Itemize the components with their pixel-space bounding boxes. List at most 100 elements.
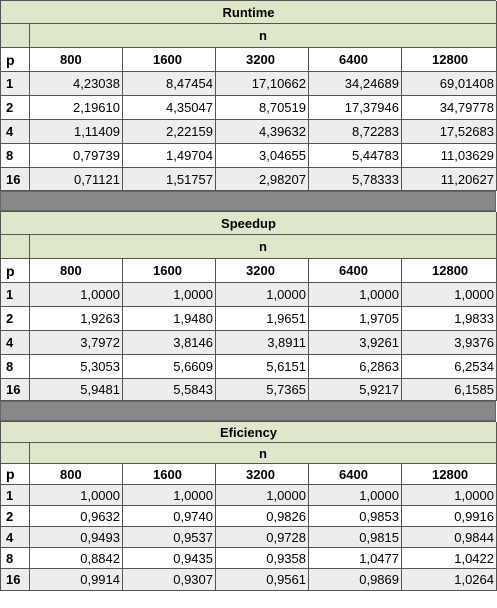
table-separator [0, 401, 496, 421]
table-cell: 5,6151 [216, 355, 309, 379]
table-cell: 17,37946 [309, 96, 402, 120]
table-cell: 8,70519 [216, 96, 309, 120]
table-cell: 3,9376 [402, 331, 497, 355]
table-title: Eficiency [1, 422, 497, 443]
column-header: 12800 [402, 464, 497, 485]
table-cell: 5,9481 [30, 379, 123, 401]
column-header: 12800 [402, 259, 497, 283]
table-cell: 1,0477 [309, 548, 402, 569]
table-cell: 1,11409 [30, 120, 123, 144]
table-cell: 0,9853 [309, 506, 402, 527]
runtime-table: Runtime n p 800 1600 3200 6400 12800 1 4… [0, 0, 497, 191]
table-cell: 3,04655 [216, 144, 309, 168]
table-cell: 0,9358 [216, 548, 309, 569]
speedup-table: Speedup n p 800 1600 3200 6400 12800 1 1… [0, 211, 497, 401]
table-cell: 3,8146 [123, 331, 216, 355]
table-cell: 1,9480 [123, 307, 216, 331]
row-label: 16 [1, 569, 30, 591]
table-title: Runtime [1, 1, 497, 24]
table-cell: 1,0000 [30, 283, 123, 307]
table-cell: 1,9833 [402, 307, 497, 331]
table-cell: 1,0422 [402, 548, 497, 569]
row-label: 16 [1, 168, 30, 191]
p-header: p [1, 48, 30, 72]
table-cell: 2,22159 [123, 120, 216, 144]
table-cell: 0,9826 [216, 506, 309, 527]
row-label: 1 [1, 72, 30, 96]
table-cell: 0,9632 [30, 506, 123, 527]
table-cell: 5,6609 [123, 355, 216, 379]
row-label: 8 [1, 144, 30, 168]
corner-cell [1, 24, 30, 48]
n-header: n [30, 443, 497, 464]
column-header: 800 [30, 48, 123, 72]
table-cell: 6,2534 [402, 355, 497, 379]
corner-cell [1, 235, 30, 259]
column-header: 1600 [123, 48, 216, 72]
table-cell: 1,51757 [123, 168, 216, 191]
table-separator [0, 191, 496, 211]
table-cell: 0,9815 [309, 527, 402, 548]
table-cell: 1,9705 [309, 307, 402, 331]
table-cell: 1,9263 [30, 307, 123, 331]
p-header: p [1, 464, 30, 485]
row-label: 8 [1, 355, 30, 379]
n-header: n [30, 235, 497, 259]
table-cell: 5,44783 [309, 144, 402, 168]
table-cell: 0,9740 [123, 506, 216, 527]
table-cell: 11,20627 [402, 168, 497, 191]
table-cell: 1,0000 [123, 283, 216, 307]
row-label: 2 [1, 96, 30, 120]
row-label: 1 [1, 283, 30, 307]
table-cell: 0,9561 [216, 569, 309, 591]
row-label: 2 [1, 506, 30, 527]
column-header: 3200 [216, 48, 309, 72]
table-cell: 5,9217 [309, 379, 402, 401]
column-header: 6400 [309, 464, 402, 485]
table-title: Speedup [1, 212, 497, 235]
table-cell: 1,49704 [123, 144, 216, 168]
row-label: 4 [1, 527, 30, 548]
column-header: 1600 [123, 259, 216, 283]
table-cell: 34,79778 [402, 96, 497, 120]
column-header: 1600 [123, 464, 216, 485]
table-cell: 6,2863 [309, 355, 402, 379]
column-header: 800 [30, 259, 123, 283]
table-cell: 69,01408 [402, 72, 497, 96]
table-cell: 1,0000 [309, 283, 402, 307]
row-label: 4 [1, 120, 30, 144]
table-cell: 1,0000 [216, 485, 309, 506]
table-cell: 17,52683 [402, 120, 497, 144]
table-cell: 0,9916 [402, 506, 497, 527]
table-cell: 2,98207 [216, 168, 309, 191]
table-cell: 11,03629 [402, 144, 497, 168]
table-cell: 1,0000 [402, 283, 497, 307]
table-cell: 0,9844 [402, 527, 497, 548]
corner-cell [1, 443, 30, 464]
spreadsheet: Runtime n p 800 1600 3200 6400 12800 1 4… [0, 0, 497, 591]
table-cell: 5,7365 [216, 379, 309, 401]
row-label: 4 [1, 331, 30, 355]
column-header: 6400 [309, 48, 402, 72]
efficiency-table: Eficiency n p 800 1600 3200 6400 12800 1… [0, 421, 497, 591]
table-cell: 4,39632 [216, 120, 309, 144]
table-cell: 5,3053 [30, 355, 123, 379]
table-cell: 0,9307 [123, 569, 216, 591]
table-cell: 17,10662 [216, 72, 309, 96]
column-header: 3200 [216, 464, 309, 485]
table-cell: 3,7972 [30, 331, 123, 355]
column-header: 6400 [309, 259, 402, 283]
p-header: p [1, 259, 30, 283]
table-cell: 1,0000 [309, 485, 402, 506]
table-cell: 0,9914 [30, 569, 123, 591]
table-cell: 1,9651 [216, 307, 309, 331]
column-header: 3200 [216, 259, 309, 283]
table-cell: 3,8911 [216, 331, 309, 355]
table-cell: 8,72283 [309, 120, 402, 144]
row-label: 2 [1, 307, 30, 331]
table-cell: 0,9869 [309, 569, 402, 591]
row-label: 16 [1, 379, 30, 401]
table-cell: 4,35047 [123, 96, 216, 120]
table-cell: 0,9493 [30, 527, 123, 548]
table-cell: 0,9537 [123, 527, 216, 548]
